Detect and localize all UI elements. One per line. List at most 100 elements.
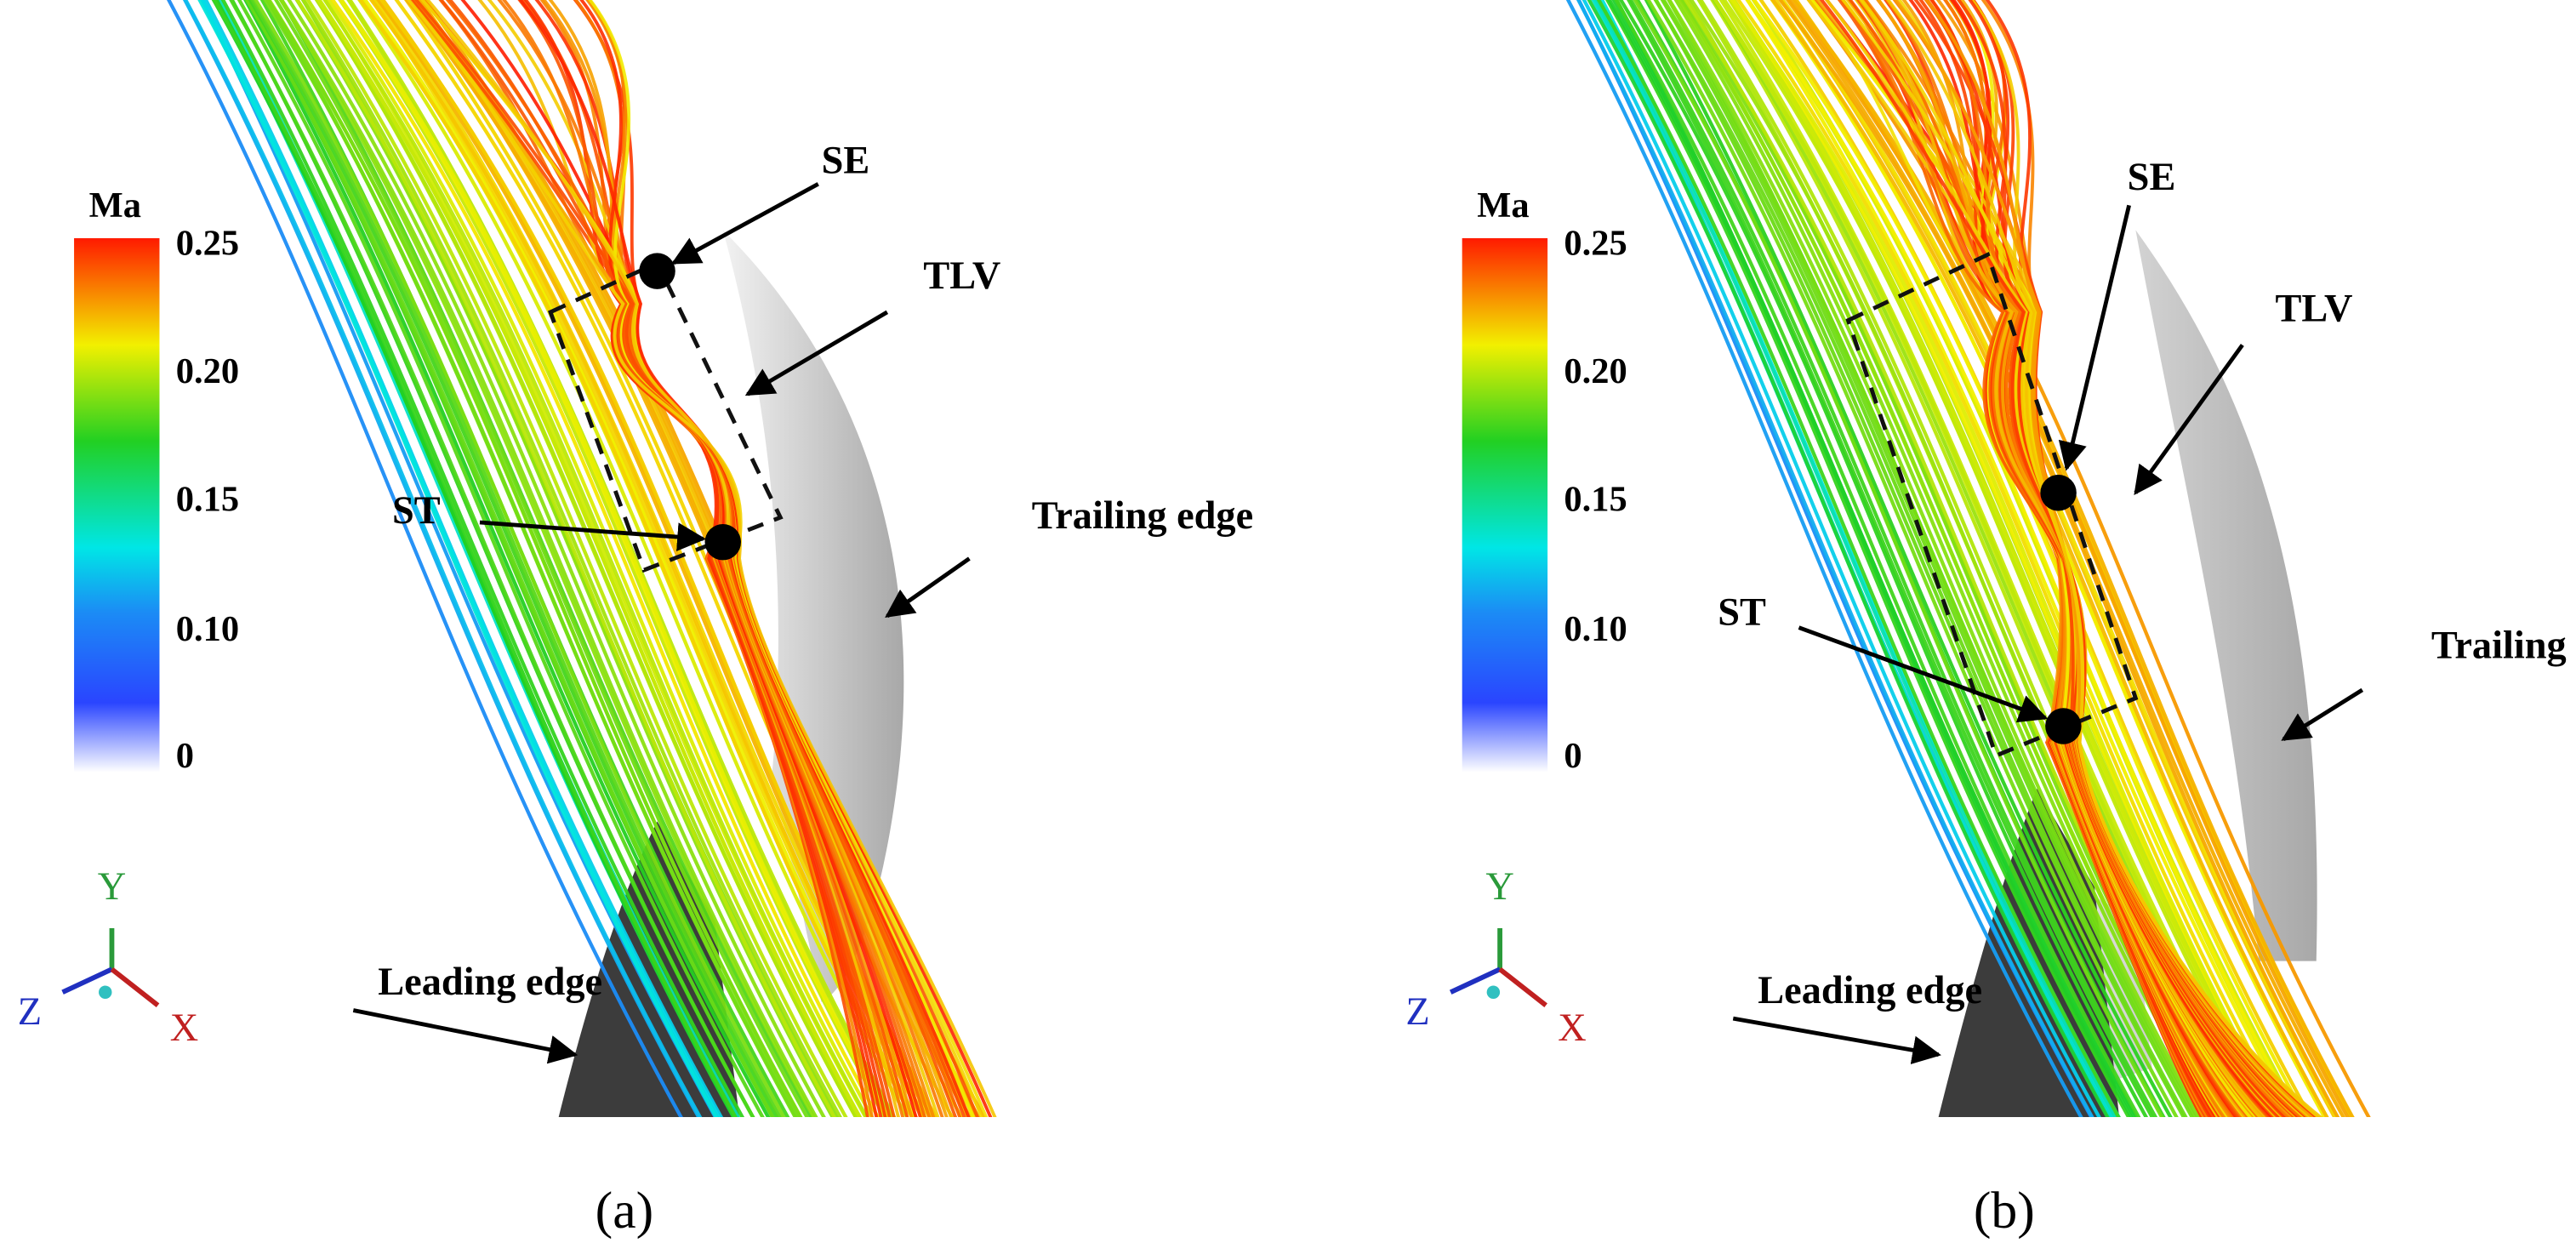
se-point <box>2040 475 2077 511</box>
streamline <box>1787 0 2351 1118</box>
streamline <box>166 0 683 1118</box>
annotation-arrow <box>885 556 971 619</box>
panel-caption: (a) <box>596 1182 654 1240</box>
streamline <box>357 0 909 1118</box>
annotation-st: ST <box>1718 591 1766 635</box>
streamline <box>1627 0 2155 1118</box>
streamline <box>265 0 803 1118</box>
annotation-se: SE <box>2128 156 2176 199</box>
streamline <box>327 0 875 1118</box>
annotation-arrow <box>2134 344 2244 496</box>
colorbar-label: 0.15 <box>1564 480 1627 520</box>
annotation-arrow <box>1732 1016 1941 1065</box>
panel: Ma 0.25 0.20 0.15 0.10 0 Y Z X SE TLV ST Trailing ed… <box>1405 0 2576 1240</box>
flow-scene <box>166 0 997 1118</box>
streamline <box>1660 0 2195 1118</box>
streamline <box>183 0 703 1118</box>
colorbar <box>74 237 160 773</box>
annotation-leading-edge: Leading edge <box>378 961 602 1004</box>
axis-origin <box>99 985 112 999</box>
streamline <box>274 0 810 1118</box>
axis-origin <box>1486 985 1501 999</box>
streamline <box>330 0 881 1118</box>
streamline <box>294 0 835 1118</box>
streamline <box>1646 0 2179 1118</box>
vortex-box <box>548 259 784 573</box>
annotation-trailing-edge: Trailing edge <box>2431 624 2576 667</box>
axis-z <box>61 966 113 995</box>
annotation-arrow <box>1798 625 2049 723</box>
annotation-arrow <box>744 310 889 396</box>
streamline <box>220 0 745 1118</box>
colorbar-label: 0.10 <box>1564 609 1627 649</box>
streamline <box>1607 0 2134 1118</box>
colorbar-label: 0.10 <box>176 609 239 649</box>
streamline <box>1777 0 2340 1118</box>
streamline <box>1595 0 2117 1118</box>
axis-z <box>1449 966 1502 995</box>
annotation-arrow <box>670 182 819 265</box>
streamline <box>1745 0 2300 1118</box>
annotation-arrow <box>352 1008 578 1064</box>
flow-scene <box>1565 0 2371 1118</box>
streamline <box>278 0 816 1118</box>
streamline <box>1770 0 2329 1118</box>
streamline <box>1667 0 2203 1118</box>
streamline <box>287 0 826 1118</box>
annotation-leading-edge: Leading edge <box>1758 969 1982 1012</box>
streamline <box>1604 0 2131 1118</box>
streamline <box>1735 0 2288 1118</box>
streamline <box>237 0 765 1118</box>
annotation-tlv: TLV <box>2275 288 2352 331</box>
streamline <box>1728 0 2277 1118</box>
streamline <box>301 0 843 1118</box>
streamline <box>1565 0 2083 1118</box>
axis-x-label: X <box>170 1006 198 1050</box>
axis-x-label: X <box>1558 1006 1586 1050</box>
colorbar-label: 0.25 <box>176 223 239 263</box>
streamline <box>1633 0 2164 1118</box>
axis-y-label: Y <box>98 865 126 909</box>
streamline <box>1596 0 2121 1118</box>
panel-caption: (b) <box>1974 1182 2035 1240</box>
axis-y-label: Y <box>1485 865 1513 909</box>
vortex-streamline <box>1885 0 2323 1118</box>
streamline <box>295 0 837 1118</box>
axis-z-label: Z <box>1405 990 1429 1034</box>
streamline <box>1628 0 2158 1118</box>
blade-surface <box>722 230 904 1002</box>
annotation-arrow <box>2058 204 2131 471</box>
annotation-st: ST <box>392 489 441 533</box>
streamline <box>1644 0 2173 1118</box>
streamline <box>1582 0 2101 1118</box>
colorbar-label: 0.25 <box>1564 223 1627 263</box>
vortex-streamline <box>425 0 997 1118</box>
streamline <box>211 0 736 1118</box>
streamline <box>250 0 783 1118</box>
annotation-trailing-edge: Trailing edge <box>1032 494 1253 538</box>
streamline <box>248 0 779 1118</box>
streamline <box>305 0 848 1118</box>
annotation-arrow <box>479 520 706 551</box>
streamline <box>1752 0 2308 1118</box>
streamline <box>243 0 771 1118</box>
annotation-se: SE <box>822 140 870 183</box>
streamline <box>1653 0 2188 1118</box>
colorbar-label: 0.20 <box>176 351 239 391</box>
streamline <box>314 0 858 1118</box>
axis-x <box>110 966 160 1007</box>
panel: Ma 0.25 0.20 0.15 0.10 0 Y Z X SE TLV ST Trailing ed… <box>18 0 1253 1240</box>
streamline <box>362 0 918 1118</box>
streamline <box>263 0 798 1118</box>
colorbar-title: Ma <box>1477 185 1529 225</box>
streamline <box>1718 0 2264 1118</box>
streamline <box>229 0 755 1118</box>
streamline <box>1654 0 2186 1118</box>
streamline <box>339 0 891 1118</box>
st-point <box>704 523 742 561</box>
streamline <box>338 0 887 1118</box>
streamline <box>1661 0 2197 1118</box>
streamline <box>322 0 869 1118</box>
streamline <box>1587 0 2110 1118</box>
